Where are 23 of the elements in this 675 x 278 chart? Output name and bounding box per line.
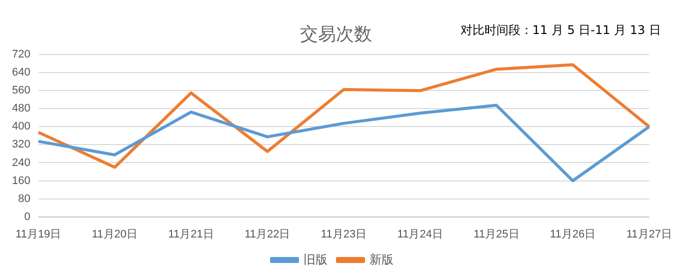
x-tick-label: 11月21日 <box>168 228 214 240</box>
x-tick-label: 11月26日 <box>550 228 596 240</box>
y-tick-label: 720 <box>12 48 30 61</box>
x-tick-label: 11月24日 <box>397 228 443 240</box>
y-tick-label: 480 <box>12 102 30 115</box>
x-tick-label: 11月22日 <box>244 228 290 240</box>
x-tick-label: 11月19日 <box>16 228 62 240</box>
y-tick-label: 80 <box>18 192 30 205</box>
y-tick-label: 0 <box>24 210 30 223</box>
legend-label: 新版 <box>370 252 394 266</box>
text: 对比时间段：11 月 5 日-11 月 13 日 <box>460 22 661 39</box>
chart-title: 交易次数 <box>300 23 372 46</box>
y-tick-label: 240 <box>12 156 30 169</box>
x-tick-label: 11月23日 <box>320 228 367 240</box>
x-tick-label: 11月20日 <box>92 228 138 240</box>
y-tick-label: 400 <box>12 120 30 133</box>
y-tick-label: 160 <box>12 174 30 187</box>
x-tick-label: 11月27日 <box>626 228 672 240</box>
y-tick-label: 320 <box>12 138 30 151</box>
y-tick-label: 560 <box>12 84 30 97</box>
legend-label: 旧版 <box>304 252 328 266</box>
y-tick-label: 640 <box>12 66 30 79</box>
x-tick-label: 11月25日 <box>474 228 520 240</box>
